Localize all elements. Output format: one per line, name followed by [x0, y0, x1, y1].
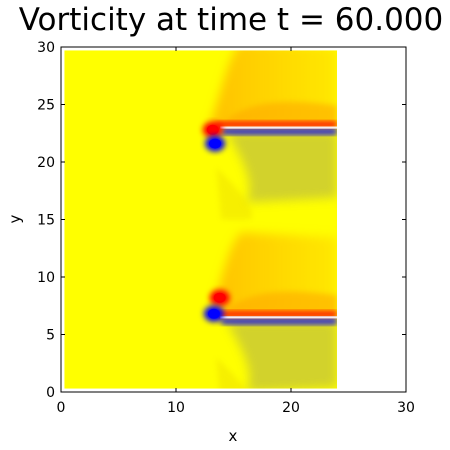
- y-tick-label-3: 15: [37, 213, 55, 229]
- upper-plate-warm-core: [221, 101, 337, 128]
- upper-plate-line: [220, 126, 337, 129]
- upper-plate-cool-wake: [226, 131, 337, 203]
- y-axis-label: y: [6, 214, 24, 223]
- x-tick-label-0: 0: [57, 400, 66, 416]
- lower-plate-red-sheet: [216, 311, 337, 318]
- lower-plate-warm-core: [221, 291, 337, 318]
- axis-ticks: 0 10 20 30 0 5 10 15 20 25 30: [37, 40, 415, 416]
- lower-plate-yellow-lobe: [216, 357, 245, 389]
- lower-negative-vortex-core: [207, 308, 220, 319]
- y-tick-label-1: 5: [46, 328, 55, 344]
- lower-positive-vortex-core: [213, 292, 226, 303]
- upper-plate-red-sheet: [216, 121, 337, 128]
- chart-title: Vorticity at time t = 60.000: [19, 2, 444, 38]
- x-axis-label: x: [229, 427, 238, 445]
- x-tick-label-1: 10: [167, 400, 185, 416]
- field-features: [202, 50, 337, 389]
- y-tick-label-5: 25: [37, 98, 55, 114]
- lower-plate-cool-wake: [226, 321, 337, 389]
- upper-plate-yellow-lobe: [216, 167, 253, 220]
- lower-plate-line: [220, 316, 337, 319]
- x-tick-label-2: 20: [282, 400, 300, 416]
- vorticity-field: [64, 50, 337, 389]
- y-tick-label-2: 10: [37, 270, 55, 286]
- x-tick-label-3: 30: [397, 400, 415, 416]
- y-tick-label-6: 30: [37, 40, 55, 56]
- upper-positive-vortex-core: [206, 124, 219, 135]
- y-tick-label-4: 20: [37, 155, 55, 171]
- y-tick-label-0: 0: [46, 385, 55, 401]
- upper-plate-blue-sheet: [221, 128, 337, 135]
- upper-negative-vortex-core: [209, 138, 222, 149]
- lower-plate-blue-sheet: [221, 318, 337, 325]
